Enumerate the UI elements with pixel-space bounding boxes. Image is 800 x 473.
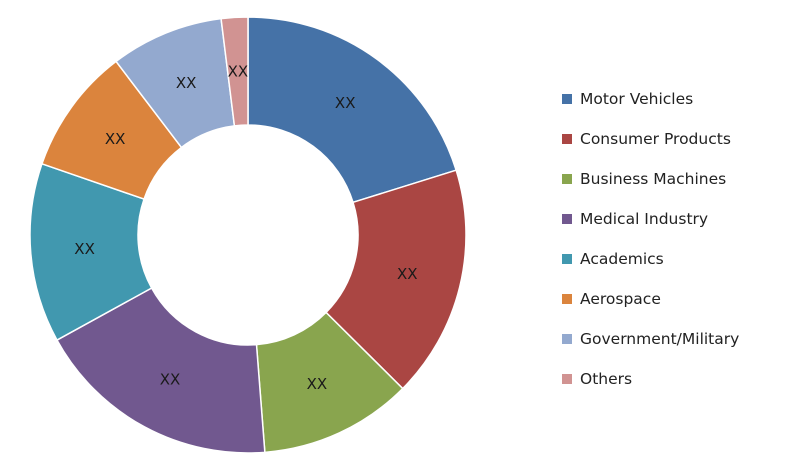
legend-label-academics: Academics	[580, 250, 664, 268]
slice-label-others: XX	[228, 62, 249, 80]
legend-label-motor-vehicles: Motor Vehicles	[580, 90, 693, 108]
legend-item-academics: Academics	[562, 250, 664, 268]
legend-swatch-motor-vehicles	[562, 94, 572, 104]
legend-swatch-others	[562, 374, 572, 384]
slice-consumer-products	[325, 169, 467, 390]
legend-swatch-aerospace	[562, 294, 572, 304]
legend-item-others: Others	[562, 370, 632, 388]
slice-label-group: XX XX XX XX XX XX XX XX	[74, 62, 417, 393]
slice-label-government-military: XX	[176, 74, 197, 92]
legend-item-business-machines: Business Machines	[562, 170, 726, 188]
legend-label-business-machines: Business Machines	[580, 170, 726, 188]
legend-label-aerospace: Aerospace	[580, 290, 661, 308]
slice-label-consumer-products: XX	[397, 265, 418, 283]
slice-group	[29, 16, 467, 454]
legend-label-government-military: Government/Military	[580, 330, 739, 348]
legend-label-others: Others	[580, 370, 632, 388]
legend-swatch-consumer-products	[562, 134, 572, 144]
legend-item-government-military: Government/Military	[562, 330, 739, 348]
slice-medical-industry	[55, 287, 266, 454]
legend-swatch-medical-industry	[562, 214, 572, 224]
legend-item-aerospace: Aerospace	[562, 290, 661, 308]
legend-swatch-government-military	[562, 334, 572, 344]
legend-label-consumer-products: Consumer Products	[580, 130, 731, 148]
legend-item-medical-industry: Medical Industry	[562, 210, 708, 228]
slice-motor-vehicles	[247, 16, 458, 204]
legend-swatch-academics	[562, 254, 572, 264]
slice-label-medical-industry: XX	[160, 370, 181, 388]
legend-swatch-business-machines	[562, 174, 572, 184]
legend-label-medical-industry: Medical Industry	[580, 210, 708, 228]
slice-label-business-machines: XX	[307, 375, 328, 393]
slice-label-academics: XX	[74, 240, 95, 258]
legend: Motor Vehicles Consumer Products Business …	[562, 90, 739, 388]
legend-item-consumer-products: Consumer Products	[562, 130, 731, 148]
legend-item-motor-vehicles: Motor Vehicles	[562, 90, 693, 108]
slice-others	[220, 16, 249, 127]
slice-label-motor-vehicles: XX	[335, 94, 356, 112]
slice-label-aerospace: XX	[105, 130, 126, 148]
